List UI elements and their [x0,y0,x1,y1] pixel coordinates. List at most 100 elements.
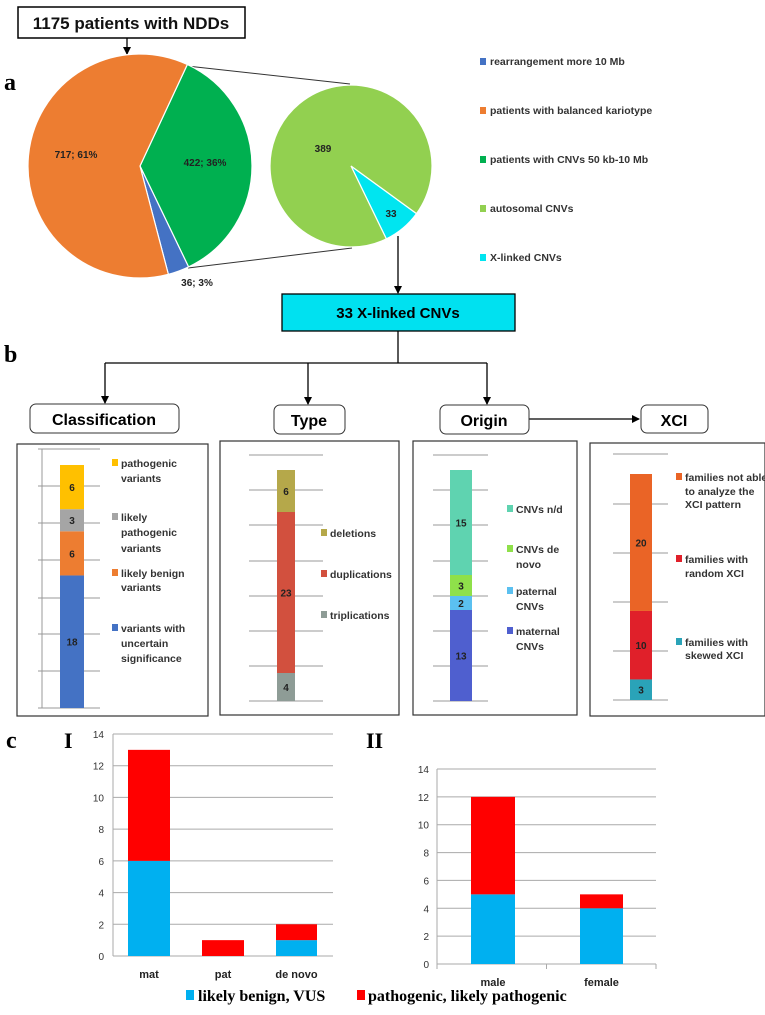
pie-slice [269,84,433,248]
bar-segment-label: 10 [635,641,647,652]
xci-box [640,404,709,434]
legend-label: pathogenic [121,527,177,539]
origin-box [439,404,530,435]
legend-label: variants [121,582,161,594]
legend-swatch [480,205,486,212]
pie-slice-label: 717; 61% [55,150,98,161]
legend-swatch [480,254,486,261]
bar-segment-label: 6 [69,483,75,494]
legend-label: paternal [516,586,557,598]
legend-label: likely benign [121,568,185,580]
bar-segment [277,673,295,701]
y-tick-label: 14 [93,730,105,741]
bar-pathogenic [276,924,317,941]
y-tick-label: 2 [98,920,104,931]
bar-pathogenic [471,796,515,895]
y-tick-label: 8 [423,849,429,860]
stacked-panel-classification: 18 6 3 6 pathogenic variants likely pathogenic v… [16,443,209,717]
panel-c-charts: 0 2 4 6 8 10 12 14 mat pat de novo 0 2 4 6 8 10 12 14 male f… [93,730,657,1005]
legend-label: pathogenic, likely pathogenic [368,988,567,1005]
bar-segment [450,575,472,596]
legend-swatch [480,107,486,114]
bar-segment [450,470,472,575]
bar-segment [60,575,84,708]
bar-segment-label: 13 [455,652,467,663]
stacked-panel-origin: 13 2 3 15 CNVs n/d CNVs de novo paternal CNVs mat… [412,440,578,716]
legend-label: families not able [685,472,765,484]
legend-label: rearrangement more 10 Mb [490,56,625,68]
legend-label: autosomal CNVs [490,203,574,215]
bar-segment-label: 23 [280,589,292,600]
bar-segment-label: 20 [635,538,647,549]
legend-label: random XCI [685,568,744,580]
panel-frame [219,440,400,716]
panel-label-b: b [4,342,17,368]
legend-label: likely benign, VUS [198,988,325,1005]
xlinked-box [281,293,516,332]
bar-segment [450,596,472,610]
legend-label: CNVs [516,601,544,613]
pie-slice-label: 422; 36% [184,158,227,169]
bar-segment-label: 2 [458,599,464,610]
legend-label: families with [685,637,748,649]
legend-swatch [112,624,118,631]
bar-segment-label: 3 [458,582,464,593]
classification-box-label: Classification [52,412,156,429]
bar-segment [630,610,652,680]
legend-label: pathogenic [121,458,177,470]
legend-label: skewed XCI [685,650,743,662]
pie-slice-label: 36; 3% [181,278,213,289]
legend-label: CNVs [516,641,544,653]
bar-pathogenic [202,940,244,956]
legend-swatch [676,555,682,562]
type-box [273,404,346,435]
x-category-label: de novo [275,969,317,981]
x-category-label: pat [215,969,232,981]
legend-swatch [321,611,327,618]
bar-segment [630,679,652,700]
legend-label: XCI pattern [685,499,741,511]
stacked-bar-panels: 18 6 3 6 pathogenic variants likely pathogenic v… [16,440,765,717]
cohort-box [17,6,246,39]
legend-label: CNVs de [516,544,559,556]
legend-label: patients with balanced kariotype [490,105,652,117]
legend-label: maternal [516,626,560,638]
pie-connector-line [186,65,351,85]
legend-label: uncertain [121,638,168,650]
bar-segment [60,465,84,510]
y-tick-label: 12 [418,793,430,804]
bar-chart-II: 0 2 4 6 8 10 12 14 male female [418,765,657,989]
bar-segment-label: 3 [638,686,644,697]
pie-slice-label: 389 [315,144,332,155]
legend-label: novo [516,559,541,571]
x-category-label: male [480,977,505,989]
legend-label: variants [121,473,161,485]
bar-benign [276,940,317,956]
legend-swatch [480,156,486,163]
stacked-panel-type: 4 23 6 deletions duplications triplications [219,440,400,716]
panel-frame [16,443,209,717]
cohort-box-label: 1175 patients with NDDs [33,14,230,33]
y-tick-label: 4 [98,889,104,900]
legend-label: likely [121,512,147,524]
y-tick-label: 0 [98,952,104,963]
y-tick-label: 14 [418,765,430,776]
xci-box-label: XCI [661,413,688,430]
bar-pathogenic [580,894,623,909]
pie-slice-label: 33 [385,209,397,220]
legend-label: triplications [330,610,390,622]
bar-segment-label: 6 [69,549,75,560]
y-tick-label: 10 [93,793,105,804]
bar-segment-label: 4 [283,683,289,694]
legend-swatch [480,58,486,65]
legend-swatch [112,513,118,520]
pie-slice [139,63,253,268]
xlinked-box-label: 33 X-linked CNVs [336,305,459,322]
legend-label: X-linked CNVs [490,252,562,264]
pie-connector-line [187,247,353,269]
panel-label-c-i: I [64,728,73,753]
legend-swatch [186,990,194,1000]
bar-chart-I: 0 2 4 6 8 10 12 14 mat pat de novo [93,730,333,981]
bar-segment-label: 3 [69,516,75,527]
